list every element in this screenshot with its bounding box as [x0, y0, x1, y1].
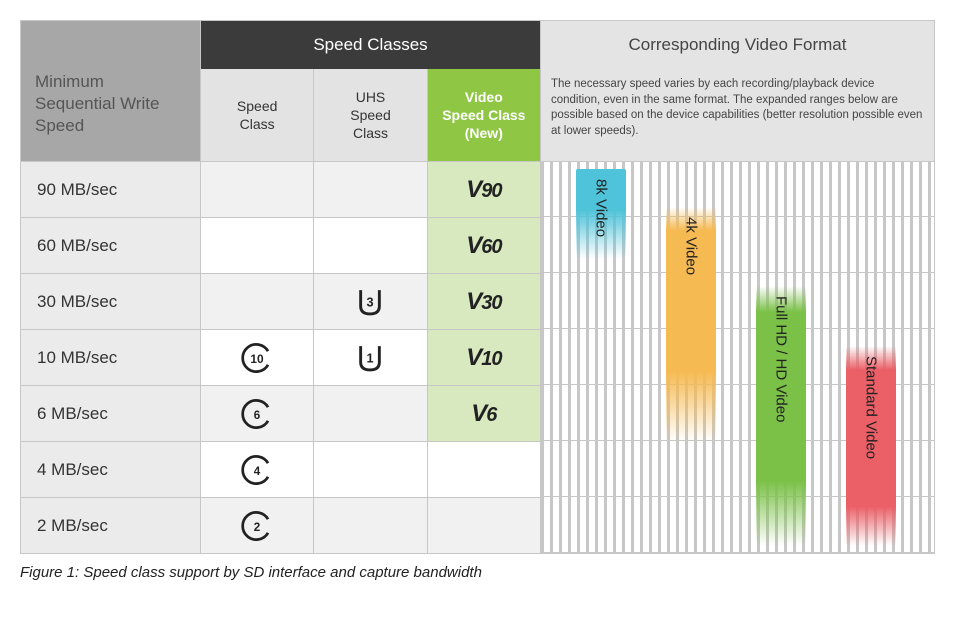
video-speed-class-V10-icon: V10 [466, 344, 501, 372]
uhs-class-cell [314, 162, 427, 217]
svg-text:4: 4 [254, 464, 261, 478]
left-grid: 90 MB/secV9060 MB/secV6030 MB/sec 3 V301… [21, 161, 541, 553]
video-format-bar: 4k Video [666, 207, 716, 442]
video-speed-class-cell [428, 442, 541, 497]
video-speed-class-cell: V6 [428, 386, 541, 441]
speed-class-cell [201, 162, 314, 217]
header-row-1: Speed Classes Corresponding Video Format [21, 21, 934, 69]
svg-text:2: 2 [254, 520, 261, 534]
speed-class-cell [201, 218, 314, 273]
header-speed-classes: Speed Classes [201, 21, 541, 69]
col-header-vsc: Video Speed Class (New) [428, 69, 541, 161]
speed-label: 10 MB/sec [21, 330, 201, 385]
speed-label: 6 MB/sec [21, 386, 201, 441]
header-video-format: Corresponding Video Format [541, 21, 934, 69]
speed-label: 90 MB/sec [21, 162, 201, 217]
table-row: 10 MB/sec 10 1 V10 [21, 329, 541, 385]
video-format-label: 8k Video [593, 179, 610, 237]
speed-class-cell: 6 [201, 386, 314, 441]
speed-label: 30 MB/sec [21, 274, 201, 329]
video-speed-class-V6-icon: V6 [471, 400, 496, 428]
video-speed-class-V60-icon: V60 [466, 232, 501, 260]
speed-class-6-icon: 6 [240, 397, 274, 431]
svg-text:3: 3 [367, 294, 374, 309]
uhs-class-cell [314, 386, 427, 441]
table-row: 4 MB/sec 4 [21, 441, 541, 497]
header-left-spacer [21, 21, 201, 69]
video-speed-class-cell: V60 [428, 218, 541, 273]
speed-label: 60 MB/sec [21, 218, 201, 273]
uhs-class-cell [314, 218, 427, 273]
body-area: 90 MB/secV9060 MB/secV6030 MB/sec 3 V301… [21, 161, 934, 553]
table-row: 60 MB/sec V60 [21, 217, 541, 273]
speed-class-4-icon: 4 [240, 453, 274, 487]
col-header-uhs: UHS Speed Class [314, 69, 427, 161]
video-speed-class-V30-icon: V30 [466, 288, 501, 316]
uhs-class-cell: 3 [314, 274, 427, 329]
table-row: 6 MB/sec 6 V6 [21, 385, 541, 441]
speed-class-10-icon: 10 [240, 341, 274, 375]
video-speed-class-cell: V90 [428, 162, 541, 217]
video-format-label: Full HD / HD Video [773, 296, 790, 422]
video-speed-class-cell: V10 [428, 330, 541, 385]
video-format-label: 4k Video [683, 217, 700, 275]
table-row: 30 MB/sec 3 V30 [21, 273, 541, 329]
speed-class-cell: 2 [201, 498, 314, 553]
svg-text:10: 10 [251, 352, 265, 366]
video-format-bar: 8k Video [576, 169, 626, 259]
video-speed-class-cell: V30 [428, 274, 541, 329]
video-format-label: Standard Video [863, 356, 880, 459]
video-format-bar: Full HD / HD Video [756, 286, 806, 546]
uhs-class-cell: 1 [314, 330, 427, 385]
svg-text:1: 1 [367, 350, 374, 365]
video-format-bar: Standard Video [846, 346, 896, 546]
header-row-2: Minimum Sequential Write Speed Speed Cla… [21, 69, 934, 161]
minimum-write-label: Minimum Sequential Write Speed [21, 69, 201, 161]
table-row: 2 MB/sec 2 [21, 497, 541, 553]
video-note: The necessary speed varies by each recor… [541, 69, 934, 161]
speed-class-table: Speed Classes Corresponding Video Format… [20, 20, 935, 554]
speed-label: 4 MB/sec [21, 442, 201, 497]
col-header-speed-class: Speed Class [201, 69, 314, 161]
speed-class-2-icon: 2 [240, 509, 274, 543]
video-format-panel: 8k Video 4k Video Full HD / HD Video Standa… [541, 161, 934, 553]
svg-text:6: 6 [254, 408, 261, 422]
speed-class-cell [201, 274, 314, 329]
speed-class-cell: 4 [201, 442, 314, 497]
speed-label: 2 MB/sec [21, 498, 201, 553]
uhs-class-cell [314, 442, 427, 497]
video-speed-class-V90-icon: V90 [466, 176, 501, 204]
uhs-class-1-icon: 1 [353, 341, 387, 375]
uhs-class-3-icon: 3 [353, 285, 387, 319]
video-speed-class-cell [428, 498, 541, 553]
uhs-class-cell [314, 498, 427, 553]
table-row: 90 MB/sec V90 [21, 161, 541, 217]
figure-caption: Figure 1: Speed class support by SD inte… [20, 564, 935, 581]
speed-class-cell: 10 [201, 330, 314, 385]
